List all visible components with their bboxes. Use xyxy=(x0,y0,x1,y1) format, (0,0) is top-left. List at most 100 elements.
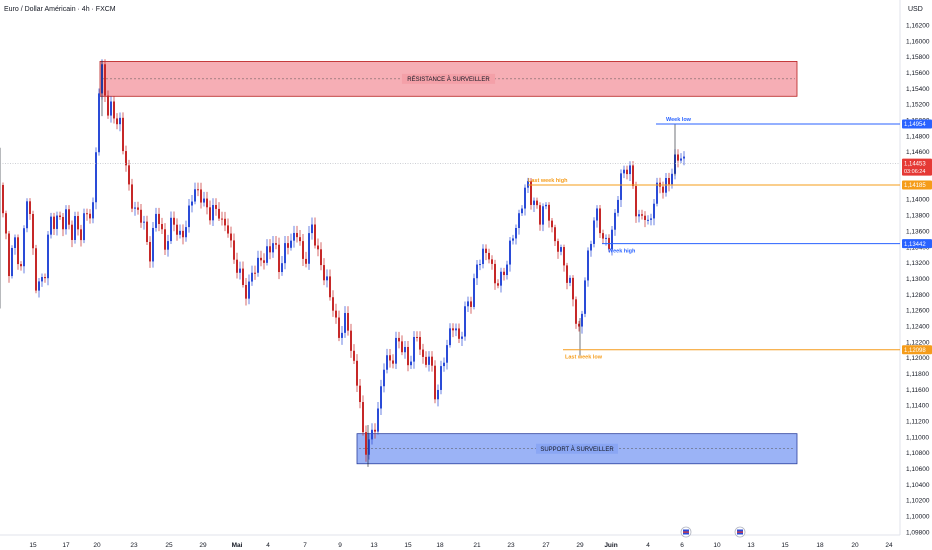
candle-body xyxy=(461,336,463,339)
candle-body xyxy=(206,198,208,208)
candle-body xyxy=(53,216,55,229)
candle-body xyxy=(389,355,391,361)
candle-body xyxy=(491,259,493,264)
key-level-price-label: 1,14954 xyxy=(904,122,926,128)
candle-body xyxy=(191,201,193,206)
candle-body xyxy=(524,187,526,209)
candle-body xyxy=(92,202,94,219)
candle-body xyxy=(467,301,469,307)
candle-body xyxy=(44,277,46,279)
time-tick-label: 15 xyxy=(781,542,789,549)
candle-body xyxy=(86,213,88,215)
candle-body xyxy=(581,313,583,327)
key-level-label: Week high xyxy=(608,249,636,255)
candle-body xyxy=(212,205,214,221)
candle-body xyxy=(503,271,505,276)
candle-body xyxy=(47,234,49,279)
candle-body xyxy=(566,265,568,283)
candle-body xyxy=(545,204,547,207)
candle-body xyxy=(107,95,109,116)
candle-body xyxy=(143,221,145,223)
candle-body xyxy=(431,356,433,366)
candle-body xyxy=(596,208,598,221)
candle-body xyxy=(293,232,295,241)
price-tick-label: 1,11000 xyxy=(906,434,929,441)
candle-body xyxy=(221,218,223,220)
candle-body xyxy=(632,165,634,187)
candle-body xyxy=(590,243,592,251)
candle-body xyxy=(377,408,379,432)
candle-body xyxy=(71,224,73,240)
currency-label: USD xyxy=(908,6,923,13)
candle-body xyxy=(494,263,496,284)
candle-body xyxy=(368,439,370,455)
candle-body xyxy=(110,101,112,116)
time-tick-label: 10 xyxy=(713,542,721,549)
price-tick-label: 1,12800 xyxy=(906,292,930,299)
candle-body xyxy=(56,215,58,229)
candle-body xyxy=(401,341,403,353)
candle-body xyxy=(83,213,85,241)
candle-body xyxy=(422,349,424,357)
price-tick-label: 1,10200 xyxy=(906,498,930,505)
candle-body xyxy=(8,233,10,277)
candle-body xyxy=(611,229,613,250)
candle-body xyxy=(146,221,148,242)
candle-body xyxy=(137,207,139,210)
candle-body xyxy=(317,245,319,250)
candle-body xyxy=(428,356,430,365)
time-tick-label: 17 xyxy=(62,542,70,549)
candle-body xyxy=(38,281,40,291)
candle-body xyxy=(479,264,481,266)
event-icons[interactable] xyxy=(680,526,746,538)
candle-body xyxy=(512,238,514,241)
key-level-label: Week low xyxy=(666,117,692,123)
flag-icon-part xyxy=(683,531,689,533)
key-level-price-tag xyxy=(902,180,932,190)
candle-body xyxy=(287,243,289,248)
key-level-price-label: 1,14185 xyxy=(904,183,926,189)
candle-body xyxy=(683,156,685,159)
candle-body xyxy=(278,244,280,273)
zone-label-bg xyxy=(536,443,618,454)
candle-body xyxy=(242,268,244,285)
candle-body xyxy=(104,64,106,96)
candle-body xyxy=(557,241,559,252)
candle-body xyxy=(413,336,415,362)
candle-body xyxy=(416,336,418,338)
candle-body xyxy=(536,200,538,206)
candle-body xyxy=(251,272,253,282)
time-tick-label: 27 xyxy=(542,542,550,549)
candle-body xyxy=(257,257,259,273)
candle-body xyxy=(626,169,628,175)
price-tick-label: 1,12400 xyxy=(906,323,930,330)
candle-body xyxy=(185,227,187,238)
candle-body xyxy=(20,264,22,267)
price-tick-label: 1,14800 xyxy=(906,133,930,140)
candle-body xyxy=(2,184,4,214)
candle-body xyxy=(59,215,61,217)
candle-body xyxy=(599,208,601,234)
candle-body xyxy=(263,260,265,263)
price-tick-label: 1,10400 xyxy=(906,482,930,489)
candle-body xyxy=(125,151,127,166)
candle-body xyxy=(347,312,349,331)
candle-body xyxy=(329,276,331,298)
time-axis[interactable]: 15 17 20 23 25 29 Mai 4 7 9 13 15 18 21 23 27 29 Juin 4 6 10… xyxy=(29,542,893,549)
price-tick-label: 1,09800 xyxy=(906,529,930,536)
candle-body xyxy=(167,241,169,250)
candle-body xyxy=(404,346,406,353)
candle-body xyxy=(305,258,307,264)
candle-body xyxy=(614,212,616,230)
candle-body xyxy=(470,301,472,307)
candle-body xyxy=(299,237,301,242)
candle-body xyxy=(176,224,178,235)
candle-body xyxy=(149,241,151,262)
candle-body xyxy=(530,181,532,205)
time-tick-label: 6 xyxy=(680,542,684,549)
candle-body xyxy=(449,328,451,346)
price-tick-label: 1,11400 xyxy=(906,403,929,410)
candle-body xyxy=(308,233,310,264)
candle-body xyxy=(236,259,238,273)
